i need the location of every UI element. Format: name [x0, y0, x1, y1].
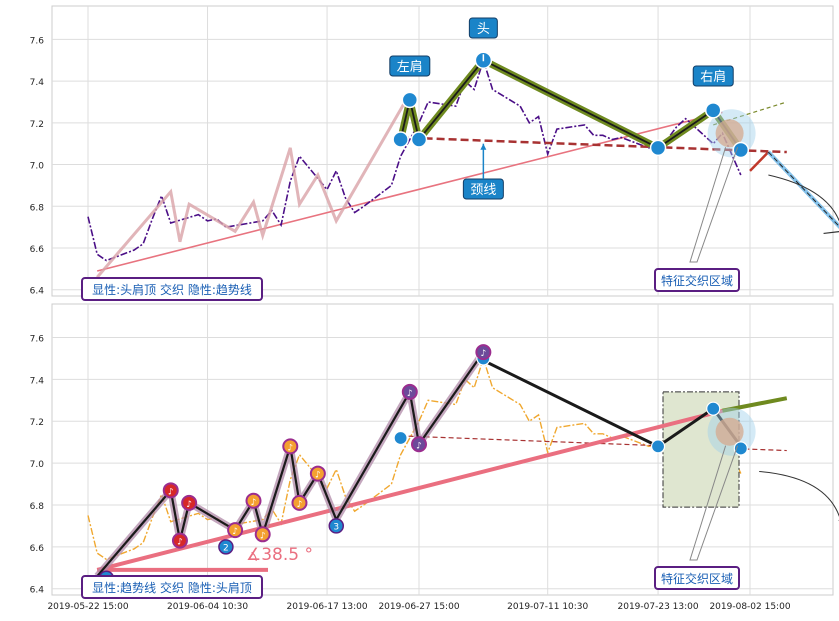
y-tick-label: 7.6 — [30, 36, 45, 46]
zigzag-marker-glyph: ♪ — [260, 531, 266, 541]
x-tick-label: 2019-06-27 15:00 — [378, 602, 459, 612]
y-tick-label: 6.4 — [30, 586, 45, 596]
label-head: 头 — [477, 22, 490, 37]
x-tick-label: 2019-06-17 13:00 — [287, 602, 368, 612]
hs-point-bottom — [707, 402, 720, 415]
y-tick-label: 6.6 — [30, 544, 45, 554]
zigzag-marker-glyph: ♪ — [315, 471, 321, 481]
y-tick-label: 7.6 — [30, 334, 45, 344]
y-tick-label: 7.4 — [30, 78, 45, 88]
x-tick-label: 2019-07-11 10:30 — [507, 602, 588, 612]
y-tick-label: 6.4 — [30, 287, 45, 297]
zigzag-marker-glyph: ♪ — [416, 441, 422, 451]
y-tick-label: 7.4 — [30, 376, 45, 386]
zigzag-marker-glyph: ♪ — [251, 498, 257, 508]
y-tick-label: 6.8 — [30, 203, 45, 213]
pattern-point — [733, 142, 748, 157]
pattern-point — [412, 132, 427, 147]
zigzag-marker-glyph: ♪ — [232, 527, 238, 537]
pattern-point — [402, 92, 417, 107]
label-left-shoulder: 左肩 — [397, 59, 423, 75]
zigzag-marker-glyph: ♪ — [186, 500, 192, 510]
x-tick-label: 2019-07-23 13:00 — [618, 602, 699, 612]
pattern-point — [706, 103, 721, 118]
y-tick-label: 7.0 — [30, 162, 45, 172]
zigzag-marker-glyph: ♪ — [480, 349, 486, 359]
angle-label: ∡38.5 ° — [246, 545, 313, 565]
x-tick-label: 2019-05-22 15:00 — [47, 602, 128, 612]
numbered-marker-label: 2 — [223, 543, 229, 553]
zigzag-marker-glyph: ♪ — [407, 389, 413, 399]
zigzag-marker-glyph: ♪ — [168, 487, 174, 497]
y-tick-label: 7.0 — [30, 460, 45, 470]
label-zone-top: 特征交织区域 — [661, 273, 733, 288]
caption-top: 显性:头肩顶 交织 隐性:趋势线 — [92, 282, 252, 297]
x-tick-label: 2019-06-04 10:30 — [167, 602, 248, 612]
numbered-marker-label: 3 — [333, 522, 339, 532]
y-tick-label: 7.2 — [30, 120, 44, 130]
zigzag-marker-glyph: ♪ — [177, 538, 183, 548]
hs-point-bottom — [394, 431, 407, 444]
pattern-point — [393, 132, 408, 147]
y-tick-label: 6.8 — [30, 502, 45, 512]
caption-bottom: 显性:趋势线 交织 隐性:头肩顶 — [92, 580, 252, 595]
y-tick-label: 7.2 — [30, 418, 44, 428]
y-tick-label: 6.6 — [30, 245, 45, 255]
zigzag-marker-glyph: ♪ — [297, 500, 303, 510]
label-neckline: 颈线 — [470, 183, 496, 198]
hs-point-bottom — [652, 440, 665, 453]
pattern-point — [651, 140, 666, 155]
x-tick-label: 2019-08-02 15:00 — [709, 602, 790, 612]
label-zone-bottom: 特征交织区域 — [661, 571, 733, 586]
zigzag-marker-glyph: ♪ — [287, 443, 293, 453]
label-right-shoulder: 右肩 — [700, 69, 726, 85]
